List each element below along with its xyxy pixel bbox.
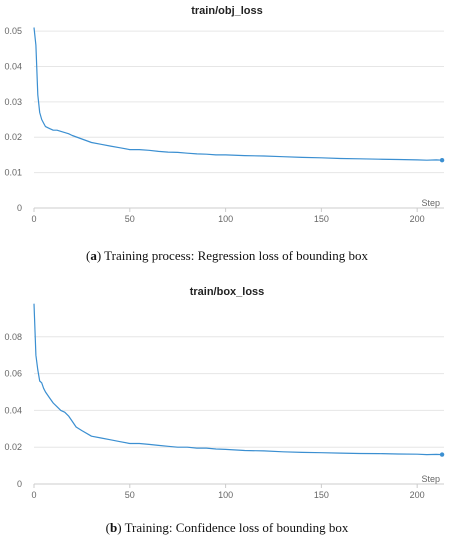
y-tick-label: 0.04 [4,61,22,71]
y-tick-label: 0.04 [4,405,22,415]
x-tick-label: 200 [410,214,425,224]
y-tick-label: 0.02 [4,132,22,142]
x-tick-label: 150 [314,490,329,500]
y-tick-label: 0.08 [4,332,22,342]
series-line [33,303,443,456]
x-tick-label: 0 [31,490,36,500]
x-axis-label: Step [421,474,440,484]
y-tick-label: 0.06 [4,369,22,379]
x-tick-label: 50 [125,214,135,224]
x-tick-label: 200 [410,490,425,500]
y-tick-label: 0 [17,203,22,213]
caption-b-label: b [109,520,118,535]
y-tick-label: 0.02 [4,442,22,452]
x-tick-label: 50 [125,490,135,500]
chart-obj-loss: train/obj_loss 0 0.01 0.02 0.03 0.04 0.05 0 50 1… [4,5,445,224]
x-tick-label: 100 [218,214,233,224]
y-tick-label: 0 [17,479,22,489]
caption-a: (a) Training process: Regression loss of… [85,248,369,263]
x-axis-label: Step [421,198,440,208]
y-tick-label: 0.03 [4,97,22,107]
caption-b: (b) Training: Confidence loss of boundin… [105,520,349,535]
chart-title: train/obj_loss [191,5,263,17]
series-endpoint [439,452,445,457]
caption-b-text: Training: Confidence loss of bounding bo… [121,520,349,535]
chart-box-loss: train/box_loss 0 0.02 0.04 0.06 0.08 0 50 100 15… [4,286,445,500]
y-tick-label: 0.05 [4,26,22,36]
caption-a-text: Training process: Regression loss of bou… [101,248,369,263]
chart-title: train/box_loss [190,286,265,298]
x-tick-label: 100 [218,490,233,500]
x-tick-label: 150 [314,214,329,224]
caption-a-label: a [90,248,97,263]
x-tick-label: 0 [31,214,36,224]
series-line [33,27,443,161]
series-endpoint [439,158,445,163]
y-tick-label: 0.01 [4,168,22,178]
